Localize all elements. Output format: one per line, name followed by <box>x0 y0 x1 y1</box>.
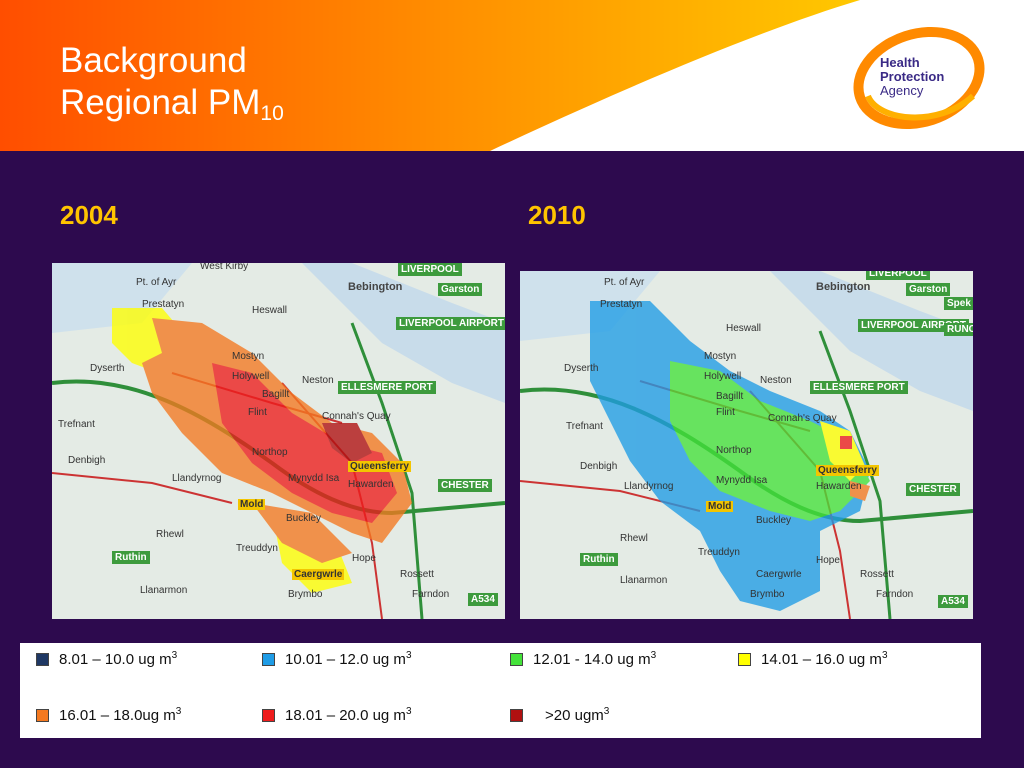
map-label: Hawarden <box>348 479 394 490</box>
legend-swatch <box>738 652 751 666</box>
map-label: Flint <box>716 407 735 418</box>
title-line-2: Regional PM10 <box>60 83 284 125</box>
legend-item: >20 ugm3 <box>510 705 609 725</box>
map-label: Bebington <box>816 281 871 293</box>
map-label: LIVERPOOL AIRPORT <box>396 317 505 330</box>
map-label: Hope <box>352 553 376 564</box>
map-label: Ruthin <box>580 553 618 566</box>
legend-item: 18.01 – 20.0 ug m3 <box>262 705 412 725</box>
map-label: Spek <box>944 297 973 310</box>
map-label: Caergwrle <box>756 569 802 580</box>
legend-swatch <box>262 708 275 722</box>
year-label-2010: 2010 <box>528 200 586 230</box>
map-label: Hope <box>816 555 840 566</box>
slide-header: Background Regional PM10 Health Protecti… <box>0 0 1024 151</box>
map-label: Prestatyn <box>600 299 643 310</box>
map-label: Farndon <box>412 589 450 600</box>
map-label: Queensferry <box>816 465 879 476</box>
map-label: Treuddyn <box>698 547 740 558</box>
hpa-logo-icon <box>853 26 985 130</box>
map-label: Northop <box>252 447 288 458</box>
map-label: Llanarmon <box>140 585 188 596</box>
map-label: Northop <box>716 445 752 456</box>
map-label: Brymbo <box>288 589 323 600</box>
map-label: Dyserth <box>90 363 125 374</box>
map-label: Pt. of Ayr <box>136 277 177 288</box>
map-label: Llandyrnog <box>172 473 222 484</box>
map-label: Garston <box>438 283 483 296</box>
map-label: Mold <box>706 501 734 512</box>
map-label: Llandyrnog <box>624 481 674 492</box>
legend-swatch <box>262 652 275 666</box>
map-label: Buckley <box>756 515 792 526</box>
legend-swatch <box>36 708 49 722</box>
legend-item: 14.01 – 16.0 ug m3 <box>738 649 888 669</box>
map-label: Prestatyn <box>142 299 185 310</box>
map-label: Trefnant <box>566 421 603 432</box>
map-label: Mold <box>238 499 266 510</box>
year-label-2004: 2004 <box>60 200 118 230</box>
map-label: Mostyn <box>704 351 737 362</box>
map-label: Holywell <box>704 371 742 382</box>
map-label: A534 <box>468 593 498 606</box>
map-label: Pt. of Ayr <box>604 277 645 288</box>
map-label: Connah's Quay <box>322 411 391 422</box>
map-label: Rhewl <box>620 533 648 544</box>
legend: 8.01 – 10.0 ug m3 10.01 – 12.0 ug m3 12.… <box>20 643 981 738</box>
legend-swatch <box>36 652 49 666</box>
title-line-1: Background <box>60 41 247 80</box>
map-label: Connah's Quay <box>768 413 837 424</box>
legend-item: 12.01 - 14.0 ug m3 <box>510 649 656 669</box>
map-label: CHESTER <box>438 479 492 492</box>
map-label: Mynydd Isa <box>716 475 768 486</box>
map-label: Heswall <box>726 323 762 334</box>
map-label: Rhewl <box>156 529 184 540</box>
legend-item: 10.01 – 12.0 ug m3 <box>262 649 412 669</box>
map-label: Dyserth <box>564 363 599 374</box>
map-label: Holywell <box>232 371 270 382</box>
map-label: A534 <box>938 595 968 608</box>
map-label: Bagillt <box>262 389 290 400</box>
map-label: Flint <box>248 407 267 418</box>
legend-swatch <box>510 652 523 666</box>
hpa-logo-text: Health Protection Agency <box>880 55 945 98</box>
map-label: Mynydd Isa <box>288 473 340 484</box>
map-label: Hawarden <box>816 481 862 492</box>
map-label: Trefnant <box>58 419 95 430</box>
map-label: CHESTER <box>906 483 960 496</box>
map-label: Bebington <box>348 281 403 293</box>
map-label: Llanarmon <box>620 575 668 586</box>
map-label: ELLESMERE PORT <box>338 381 436 394</box>
map-label: West Kirby <box>200 263 249 272</box>
map-label: ELLESMERE PORT <box>810 381 908 394</box>
map-label: Queensferry <box>348 461 411 472</box>
map-label: Rossett <box>400 569 434 580</box>
map-2004: West Kirby Pt. of Ayr LIVERPOOL Garston … <box>52 263 505 619</box>
map-label: Garston <box>906 283 951 296</box>
map-label: LIVERPOOL <box>866 271 930 280</box>
map-label: LIVERPOOL <box>398 263 462 276</box>
map-label: Denbigh <box>68 455 106 466</box>
map-label: Farndon <box>876 589 914 600</box>
map-label: Denbigh <box>580 461 618 472</box>
legend-item: 8.01 – 10.0 ug m3 <box>36 649 177 669</box>
map-label: RUNC <box>944 323 973 336</box>
map-label: Neston <box>760 375 792 386</box>
legend-item: 16.01 – 18.0ug m3 <box>36 705 181 725</box>
map-label: Mostyn <box>232 351 265 362</box>
map-label: Buckley <box>286 513 322 524</box>
map-label: Heswall <box>252 305 288 316</box>
map-label: Caergwrle <box>292 569 345 580</box>
legend-swatch <box>510 708 523 722</box>
map-label: Rossett <box>860 569 894 580</box>
map-label: LIVERPOOL AIRPORT <box>858 319 970 332</box>
header-swoosh <box>0 0 860 151</box>
map-label: Neston <box>302 375 334 386</box>
map-label: Brymbo <box>750 589 785 600</box>
map-label: Treuddyn <box>236 543 278 554</box>
map-2010: Pt. of Ayr LIVERPOOL Garston Bebington S… <box>520 271 973 619</box>
map-label: Bagillt <box>716 391 744 402</box>
slide-title: Background Regional PM10 <box>60 40 284 124</box>
map-label: Ruthin <box>112 551 150 564</box>
